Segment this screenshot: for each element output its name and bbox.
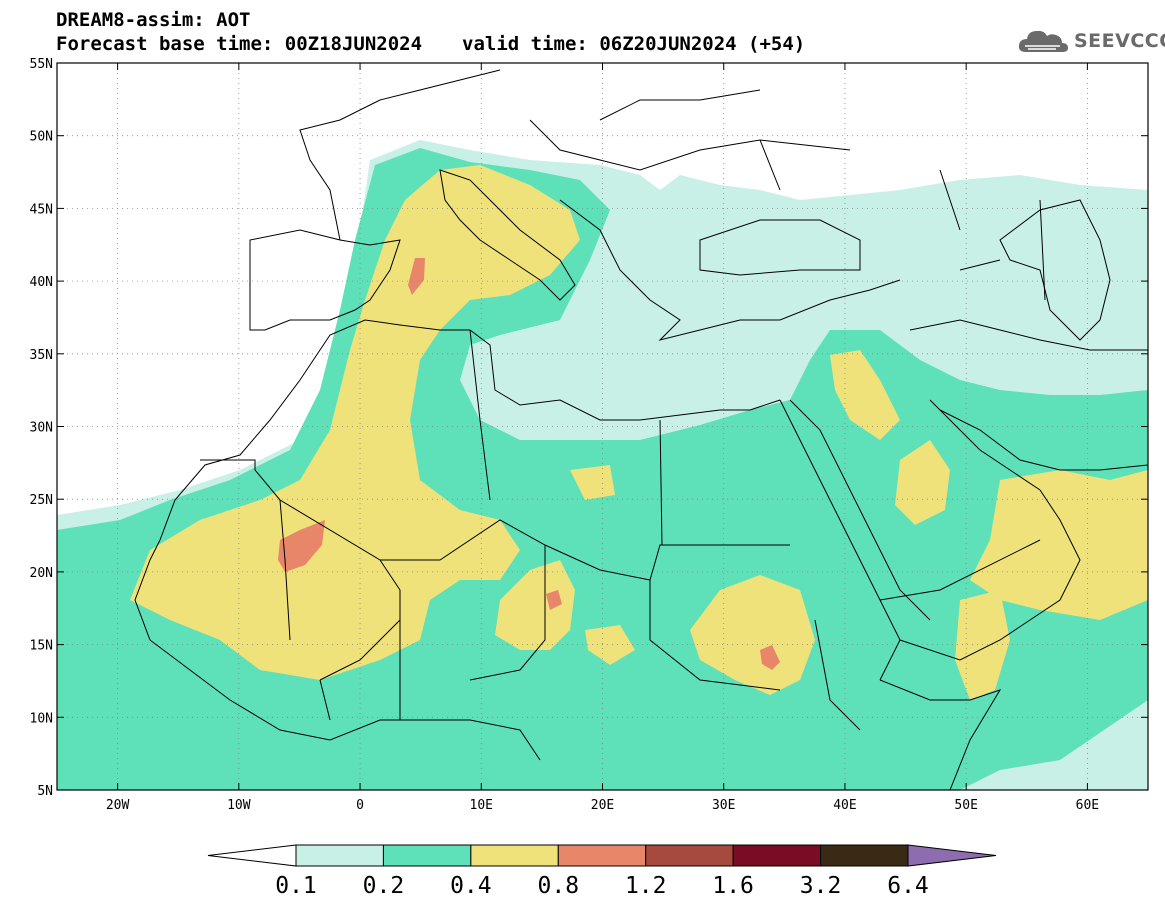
- aot-level-0.4-arabia-east: [970, 470, 1148, 620]
- lon-tick-label: 60E: [1076, 798, 1099, 813]
- lon-tick-label: 10W: [227, 798, 251, 813]
- longitude-labels: 20W 10W 0 10E 20E 30E 40E 50E 60E: [106, 798, 1099, 813]
- colorbar-label: 6.4: [887, 873, 929, 899]
- aot-level-0.4-arabia-north: [830, 350, 900, 440]
- lat-tick-label: 10N: [30, 711, 53, 726]
- logo: SEEVCCC: [1016, 24, 1165, 58]
- colorbar-swatch: [382, 844, 472, 867]
- colorbar-swatch: [295, 844, 384, 867]
- colorbar-label: 0.1: [275, 873, 317, 899]
- colorbar-swatch: [557, 844, 647, 867]
- base-time: Forecast base time: 00Z18JUN2024: [56, 33, 423, 55]
- aot-level-0.4-libya: [570, 465, 615, 500]
- lon-tick-label: 30E: [712, 798, 735, 813]
- colorbar-label: 0.4: [450, 873, 492, 899]
- time-info: Forecast base time: 00Z18JUN2024 valid ti…: [56, 33, 805, 55]
- lon-tick-label: 40E: [833, 798, 856, 813]
- lat-tick-label: 25N: [30, 493, 53, 508]
- lon-tick-label: 0: [356, 798, 364, 813]
- aot-level-0.4-west: [130, 165, 580, 680]
- lat-tick-label: 35N: [30, 348, 53, 363]
- lat-tick-label: 50N: [30, 130, 53, 145]
- lon-tick-label: 20E: [591, 798, 614, 813]
- colorbar-label: 3.2: [800, 873, 842, 899]
- colorbar-swatch: [820, 844, 909, 867]
- aot-level-0.8-mali: [278, 520, 325, 572]
- aot-field: [57, 63, 1148, 790]
- colorbar-swatch: [732, 844, 822, 867]
- colorbar-swatch: [470, 844, 559, 867]
- cloud-icon: [1018, 30, 1068, 52]
- logo-text: SEEVCCC: [1074, 30, 1165, 52]
- aot-level-0.8-chad: [546, 590, 562, 610]
- map-title: DREAM8-assim: AOT: [56, 9, 251, 31]
- graticule: [57, 63, 1148, 790]
- lat-tick-label: 20N: [30, 566, 53, 581]
- aot-level-0.4-chad: [495, 560, 575, 650]
- lat-tick-label: 30N: [30, 421, 53, 436]
- colorbar-label: 0.8: [538, 873, 580, 899]
- aot-level-0.4-sudan: [690, 575, 815, 695]
- lon-tick-label: 20W: [106, 798, 130, 813]
- lon-tick-label: 50E: [954, 798, 977, 813]
- aot-level-0.8-sudan: [760, 645, 780, 670]
- colorbar-label: 1.2: [625, 873, 667, 899]
- colorbar-high-arrow: [907, 844, 997, 867]
- lat-tick-label: 5N: [37, 784, 53, 799]
- lat-tick-label: 55N: [30, 57, 53, 72]
- colorbar-swatch: [645, 844, 734, 867]
- aot-level-0.8-iberia: [408, 258, 425, 295]
- aot-level-0.4-sahel: [585, 625, 635, 665]
- coastlines: [134, 69, 1148, 790]
- lat-tick-label: 15N: [30, 639, 53, 654]
- colorbar-label: 0.2: [363, 873, 405, 899]
- axis-ticks: [57, 62, 1148, 791]
- colorbar: 0.1 0.2 0.4 0.8 1.2 1.6 3.2 6.4: [207, 844, 997, 899]
- aot-level-0.4-arabia-gulf: [895, 440, 950, 525]
- latitude-labels: 5N 10N 15N 20N 25N 30N 35N 40N 45N 50N 55N: [30, 57, 53, 799]
- colorbar-low-arrow: [207, 844, 297, 867]
- colorbar-label: 1.6: [712, 873, 754, 899]
- lat-tick-label: 40N: [30, 275, 53, 290]
- valid-time: valid time: 06Z20JUN2024 (+54): [462, 33, 806, 55]
- lat-tick-label: 45N: [30, 202, 53, 217]
- lon-tick-label: 10E: [470, 798, 493, 813]
- aot-level-0.4-yemen: [955, 590, 1010, 700]
